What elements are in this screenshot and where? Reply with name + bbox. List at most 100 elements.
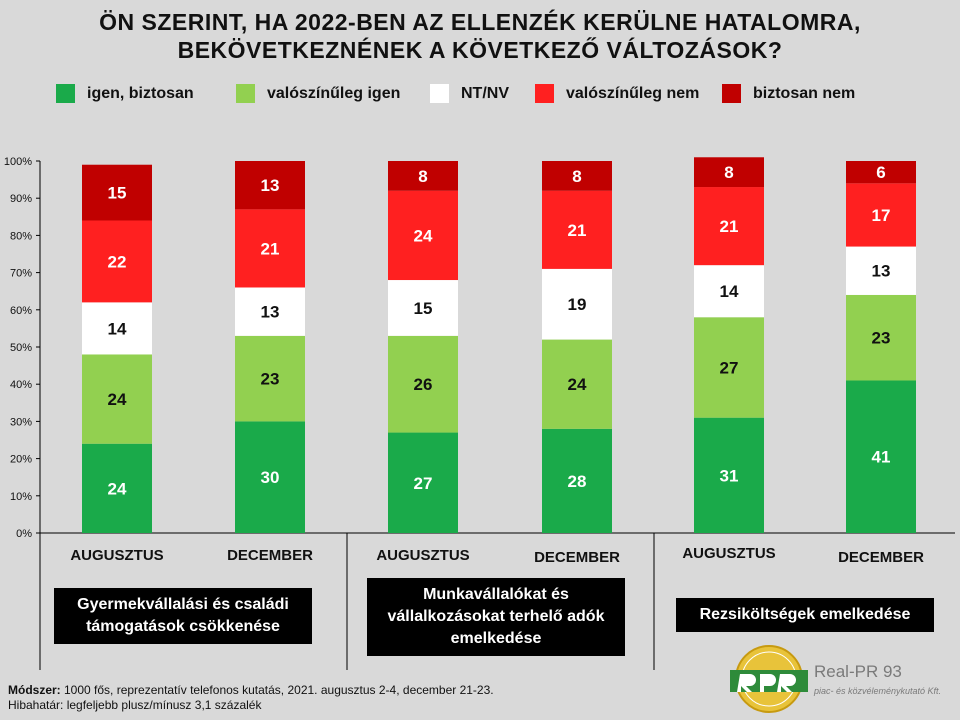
- bar-segment: [846, 183, 916, 247]
- data-label: 8: [418, 167, 427, 186]
- data-label: 23: [872, 329, 891, 348]
- bar-segment: [694, 417, 764, 533]
- group-label-2-line: vállalkozásokat terhelő adók: [387, 608, 605, 625]
- legend-swatch: [535, 84, 554, 103]
- bar-segment: [82, 164, 152, 221]
- bar-segment: [388, 161, 458, 191]
- method-line: Módszer: 1000 fős, reprezentatív telefon…: [8, 683, 494, 698]
- data-label: 13: [261, 303, 280, 322]
- legend-item-nt-nv: NT/NV: [430, 84, 509, 103]
- group-label-1-line: Gyermekvállalási és családi: [77, 596, 289, 613]
- legend-label: valószínűleg igen: [267, 84, 401, 102]
- error-line: Hibahatár: legfeljebb plusz/mínusz 3,1 s…: [8, 698, 262, 712]
- x-category-label: AUGUSZTUS: [376, 547, 469, 564]
- legend-label: igen, biztosan: [87, 84, 194, 102]
- bar-segment: [235, 161, 305, 210]
- y-tick-label: 30%: [10, 416, 32, 428]
- bar-segment: [694, 317, 764, 418]
- data-label: 24: [108, 479, 127, 498]
- legend-swatch: [430, 84, 449, 103]
- data-label: 28: [568, 472, 587, 491]
- group-label-2: Munkavállalókat és vállalkozásokat terhe…: [367, 578, 625, 656]
- legend-item-igen-biztosan: igen, biztosan: [56, 84, 194, 103]
- bar-segment: [846, 380, 916, 533]
- y-tick-label: 20%: [10, 454, 32, 466]
- rpr-logo-icon: [730, 645, 808, 713]
- y-tick-label: 100%: [4, 156, 32, 168]
- legend: igen, biztosan valószínűleg igen NT/NV v…: [0, 84, 960, 112]
- data-label: 21: [261, 239, 280, 258]
- data-label: 15: [108, 184, 127, 203]
- data-label: 26: [414, 375, 433, 394]
- bar-segment: [235, 209, 305, 288]
- data-label: 14: [720, 282, 739, 301]
- data-label: 21: [720, 217, 739, 236]
- data-label: 17: [872, 206, 891, 225]
- data-label: 24: [108, 390, 127, 409]
- y-tick-label: 50%: [10, 342, 32, 354]
- bar-segment: [542, 339, 612, 429]
- group-label-3: Rezsiköltségek emelkedése: [676, 598, 934, 632]
- y-tick-label: 10%: [10, 491, 32, 503]
- data-label: 24: [568, 375, 587, 394]
- legend-item-biztosan-nem: biztosan nem: [722, 84, 855, 103]
- group-label-2-line: emelkedése: [450, 630, 542, 647]
- legend-label: valószínűleg nem: [566, 84, 700, 102]
- group-label-1: Gyermekvállalási és családi támogatások …: [54, 588, 312, 644]
- data-label: 24: [414, 226, 433, 245]
- method-text: 1000 fős, reprezentatív telefonos kutatá…: [60, 683, 494, 697]
- group-label-1-line: támogatások csökkenése: [86, 618, 280, 635]
- data-label: 13: [261, 176, 280, 195]
- title-line-1: ÖN SZERINT, HA 2022-BEN AZ ELLENZÉK KERÜ…: [99, 9, 861, 35]
- bar-segment: [388, 432, 458, 533]
- bar-segment: [694, 187, 764, 266]
- data-label: 8: [572, 167, 581, 186]
- x-category-label: DECEMBER: [534, 549, 620, 566]
- bar-segment: [542, 268, 612, 340]
- legend-swatch: [722, 84, 741, 103]
- data-label: 19: [568, 295, 587, 314]
- data-label: 13: [872, 262, 891, 281]
- x-category-label: DECEMBER: [838, 549, 924, 566]
- bar-segment: [846, 161, 916, 184]
- data-label: 15: [414, 299, 433, 318]
- x-category-label: AUGUSZTUS: [70, 547, 163, 564]
- bar-segment: [82, 354, 152, 444]
- data-label: 27: [414, 474, 433, 493]
- logo-subtitle: piac- és közvéleménykutató Kft.: [814, 686, 942, 696]
- bar-segment: [388, 190, 458, 281]
- bar-segment: [846, 294, 916, 381]
- y-tick-label: 90%: [10, 193, 32, 205]
- bar-segment: [82, 220, 152, 303]
- footer: Módszer: 1000 fős, reprezentatív telefon…: [8, 683, 494, 713]
- bar-segment: [235, 421, 305, 533]
- bar-segment: [235, 335, 305, 422]
- bar-segment: [82, 443, 152, 533]
- group-label-3-line: Rezsiköltségek emelkedése: [699, 606, 911, 623]
- data-label: 21: [568, 221, 587, 240]
- legend-swatch: [56, 84, 75, 103]
- data-label: 22: [108, 252, 127, 271]
- legend-item-valoszinuleg-nem: valószínűleg nem: [535, 84, 699, 103]
- title-line-2: BEKÖVETKEZNÉNEK A KÖVETKEZŐ VÁLTOZÁSOK?: [177, 37, 783, 63]
- legend-label: biztosan nem: [753, 84, 856, 102]
- bar-segment: [235, 287, 305, 336]
- data-label: 8: [724, 163, 733, 182]
- legend-item-valoszinuleg-igen: valószínűleg igen: [236, 84, 400, 103]
- y-tick-label: 70%: [10, 268, 32, 280]
- data-label: 27: [720, 358, 739, 377]
- chart-title: ÖN SZERINT, HA 2022-BEN AZ ELLENZÉK KERÜ…: [0, 8, 960, 64]
- bar-segment: [388, 280, 458, 336]
- bar-segment: [388, 335, 458, 433]
- company-logo: Real-PR 93 piac- és közvéleménykutató Kf…: [726, 644, 958, 714]
- y-tick-label: 0%: [16, 528, 32, 540]
- group-label-2-line: Munkavállalókat és: [423, 586, 569, 603]
- data-label: 31: [720, 466, 739, 485]
- y-tick-label: 80%: [10, 230, 32, 242]
- bar-segment: [846, 246, 916, 295]
- stacked-bar-chart: 0% 10% 20% 30% 40% 50% 60% 70% 80% 90% 100% 24 24 14 2…: [4, 156, 955, 670]
- data-label: 6: [876, 163, 885, 182]
- x-category-label: AUGUSZTUS: [682, 545, 775, 562]
- data-label: 23: [261, 370, 280, 389]
- bar-segment: [694, 157, 764, 188]
